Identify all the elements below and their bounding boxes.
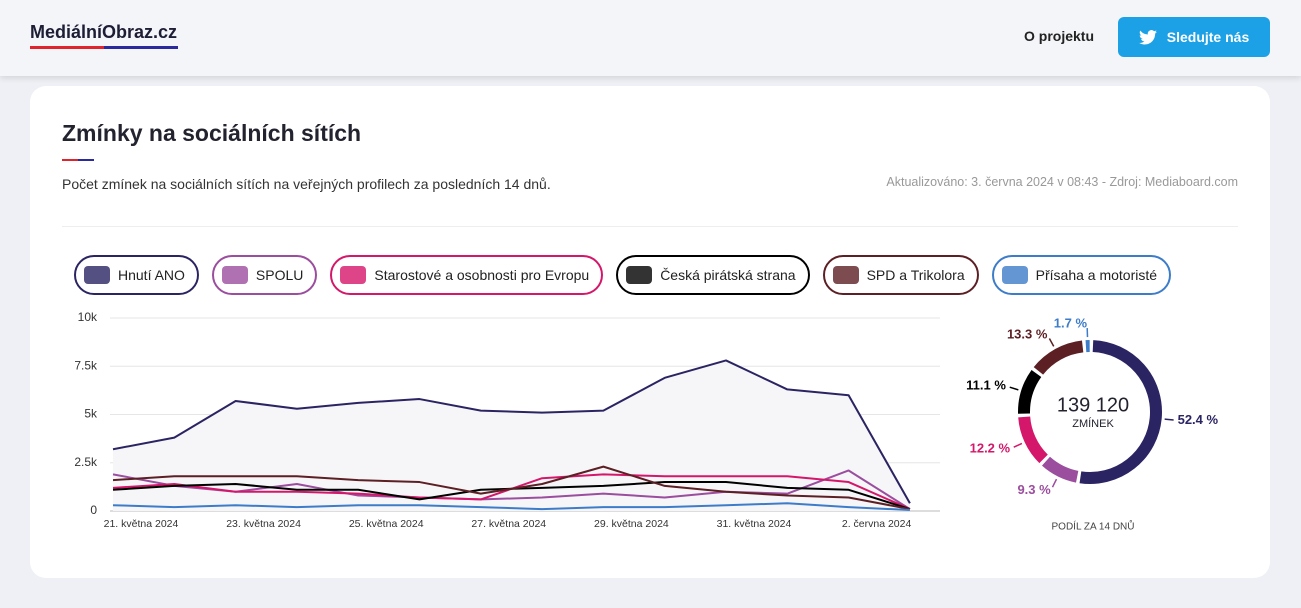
donut-total-label: ZMÍNEK [1072, 417, 1114, 430]
legend-item[interactable]: Starostové a osobnosti pro Evropu [330, 255, 604, 295]
x-tick-label: 31. května 2024 [717, 518, 792, 530]
party-icon [832, 266, 859, 284]
series-line [112, 469, 911, 510]
series-line [112, 502, 910, 512]
party-icon [84, 266, 110, 284]
party-icon [221, 266, 248, 284]
label-tick [1013, 442, 1023, 448]
donut-segment [1018, 416, 1048, 464]
subtitle: Počet zmínek na sociálních sítích na veř… [62, 176, 551, 192]
logo-underline [30, 46, 178, 49]
donut-label: 12.2 % [970, 440, 1011, 455]
area [113, 360, 910, 511]
x-tick-label: 2. června 2024 [842, 518, 912, 530]
donut-label: 11.1 % [966, 377, 1006, 392]
meta: Aktualizováno: 3. června 2024 v 08:43 - … [886, 175, 1238, 189]
donut-segment [1041, 456, 1079, 483]
series-line [112, 465, 911, 511]
donut-segment [1018, 369, 1042, 414]
label-tick [1009, 386, 1019, 391]
header: MediálníObraz.cz O projektu Sledujte nás [0, 0, 1301, 76]
x-tick-label: 23. května 2024 [226, 518, 301, 530]
legend-item[interactable]: SPOLU [211, 255, 318, 295]
divider [62, 226, 1238, 227]
label-tick [1164, 418, 1174, 421]
donut-caption: PODÍL ZA 14 DNŮ [1052, 520, 1135, 533]
legend-item[interactable]: Přísaha a motoristé [991, 255, 1172, 295]
party-icon [1001, 266, 1028, 284]
donut-total: 139 120 [1057, 394, 1129, 416]
logo[interactable]: MediálníObraz.cz [30, 22, 178, 42]
x-tick-label: 29. května 2024 [594, 518, 669, 530]
y-tick-label: 5k [84, 407, 98, 421]
legend-label: Přísaha a motoristé [1035, 267, 1158, 283]
y-tick-label: 10k [78, 310, 98, 324]
twitter-icon [1138, 29, 1157, 45]
y-tick-label: 2.5k [74, 455, 98, 469]
donut-label: 52.4 % [1178, 412, 1219, 427]
legend-item[interactable]: Česká pirátská strana [616, 255, 810, 295]
card-title: Zmínky na sociálních sítích [62, 120, 362, 146]
party-icon [626, 266, 653, 284]
legend-label: Hnutí ANO [118, 267, 185, 283]
twitter-button[interactable]: Sledujte nás [1118, 17, 1270, 57]
y-tick-label: 7.5k [74, 358, 98, 372]
donut-segment [1079, 340, 1162, 484]
legend: Hnutí ANO SPOLU Starostové a osobnosti pro… [74, 255, 1172, 295]
label-tick [1048, 338, 1055, 347]
x-tick-label: 27. května 2024 [471, 518, 546, 530]
label-tick [1051, 478, 1058, 488]
legend-item[interactable]: SPD a Trikolora [822, 255, 979, 295]
series-line [112, 359, 911, 504]
y-tick-label: 0 [90, 503, 97, 517]
donut-label: 9.3 % [1017, 482, 1051, 497]
legend-label: SPOLU [255, 267, 304, 283]
donut-label: 1.7 % [1054, 315, 1088, 330]
legend-item[interactable]: Hnutí ANO [74, 255, 199, 295]
button-label: Sledujte nás [1166, 29, 1250, 45]
title-underline [62, 159, 94, 161]
nav-link[interactable]: O projektu [1024, 28, 1095, 44]
x-tick-label: 21. května 2024 [104, 518, 179, 530]
legend-label: Starostové a osobnosti pro Evropu [374, 267, 590, 283]
legend-label: Česká pirátská strana [660, 267, 796, 283]
donut-segment [1033, 340, 1084, 375]
x-tick-label: 25. května 2024 [349, 518, 424, 530]
donut-label: 13.3 % [1007, 326, 1048, 341]
party-icon [340, 266, 367, 284]
legend-label: SPD a Trikolora [866, 267, 965, 283]
